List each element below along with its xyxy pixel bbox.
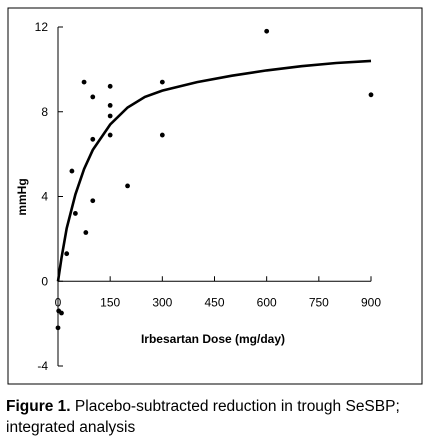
data-point [69,168,75,174]
x-axis-title: Irbesartan Dose (mg/day) [141,332,285,346]
chart: -4 0 4 8 12 0 150 300 450 600 750 900 mmHg Irbesart… [7,7,423,385]
y-axis-title: mmHg [15,178,29,215]
x-tick-label: 750 [309,295,329,309]
data-point [264,28,270,34]
data-point [368,92,374,98]
y-tick-label: -4 [37,359,48,373]
x-tick-label: 150 [100,295,120,309]
caption-text: Placebo-subtracted reduction in trough S… [6,398,400,436]
data-point [55,325,61,331]
data-point [90,198,96,204]
data-point [81,79,87,85]
data-point [72,211,78,216]
tick-labels: -4 0 4 8 12 0 150 300 450 600 750 900 [35,20,382,373]
y-tick-label: 8 [41,105,48,119]
data-point [107,113,113,119]
y-tick-label: 12 [35,20,49,34]
x-tick-label: 600 [257,295,277,309]
caption-label: Figure 1. [6,398,71,415]
data-point [107,83,113,89]
data-point [64,251,70,257]
x-tick-label: 300 [152,295,172,309]
data-points [55,28,374,331]
data-point [59,310,64,316]
x-tick-label: 0 [55,295,62,309]
data-point [159,79,165,85]
fit-curve [56,59,372,282]
data-point [159,132,165,138]
y-tick-label: 4 [41,190,48,204]
plot-frame [7,7,423,385]
x-tick-label: 450 [204,295,224,309]
figure-caption: Figure 1. Placebo-subtracted reduction i… [6,396,426,438]
data-point [83,230,89,235]
data-point [90,136,96,142]
x-tick-label: 900 [361,295,381,309]
data-point [107,132,113,138]
data-point [107,102,113,108]
data-point [90,94,96,100]
y-tick-label: 0 [41,274,48,288]
data-point [125,183,130,189]
